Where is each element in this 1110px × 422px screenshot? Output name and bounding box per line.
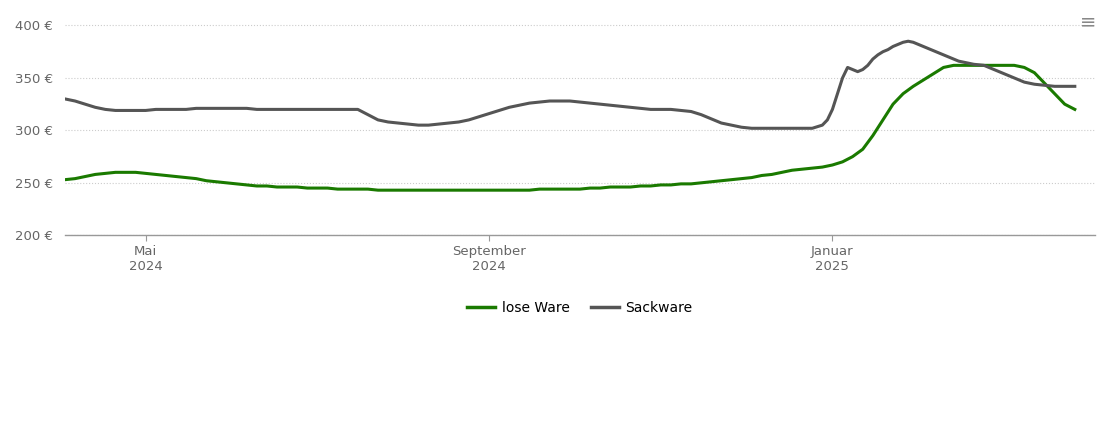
Legend: lose Ware, Sackware: lose Ware, Sackware [462,296,698,321]
Text: ≡: ≡ [1080,13,1097,32]
